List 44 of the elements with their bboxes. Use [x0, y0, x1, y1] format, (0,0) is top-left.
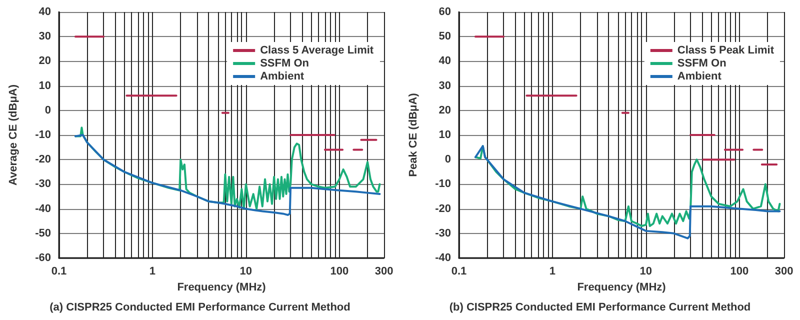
y-axis-title: Average CE (dBμA) [8, 84, 20, 186]
y-tick-label: -20 [35, 154, 51, 166]
legend-label: SSFM On [677, 58, 727, 70]
x-tick-label: 1 [149, 266, 156, 278]
y-tick-label: -20 [435, 202, 451, 215]
y-tick-label: -30 [35, 178, 51, 190]
y-tick-label: 20 [38, 55, 51, 68]
text: (b) CISPR25 Conducted EMI Performance Current Method [449, 302, 751, 314]
y-tick-label: 0 [44, 104, 51, 116]
x-tick-label: 0.1 [451, 266, 467, 278]
y-tick-label: -60 [35, 252, 51, 264]
y-tick-label: 10 [438, 129, 451, 141]
y-axis-title: Peak CE (dBμA) [408, 92, 420, 177]
x-tick-label: 300 [774, 266, 794, 278]
x-axis-title: Frequency (MHz) [577, 282, 666, 294]
legend-label: Ambient [260, 70, 304, 82]
y-tick-label: 50 [438, 30, 451, 43]
text: (a) CISPR25 Conducted EMI Performance Current Method [50, 302, 350, 314]
y-tick-label: 40 [438, 55, 451, 68]
x-tick-label: 10 [640, 266, 652, 278]
y-tick-label: -40 [435, 252, 451, 264]
y-tick-label: -30 [435, 227, 451, 240]
x-axis-title: Frequency (MHz) [177, 282, 266, 294]
x-tick-label: 0.1 [51, 266, 67, 278]
x-tick-label: 300 [374, 266, 394, 278]
legend-label: Ambient [677, 70, 722, 82]
y-tick-label: -10 [435, 178, 451, 190]
x-tick-label: 1 [549, 266, 556, 278]
legend-label: SSFM On [260, 58, 310, 70]
y-tick-label: 20 [438, 104, 451, 116]
y-tick-label: -50 [35, 227, 51, 240]
y-tick-label: 40 [38, 6, 51, 18]
x-tick-label: 100 [330, 266, 349, 278]
y-tick-label: -10 [35, 129, 51, 141]
y-tick-label: 10 [38, 80, 51, 92]
x-tick-label: 10 [240, 266, 252, 278]
y-tick-label: 60 [438, 6, 451, 18]
y-tick-label: -40 [35, 202, 51, 215]
y-tick-label: 30 [38, 30, 51, 43]
y-tick-label: 0 [444, 154, 451, 166]
legend-label: Class 5 Peak Limit [677, 44, 774, 56]
y-tick-label: 30 [438, 80, 451, 92]
legend-label: Class 5 Average Limit [260, 44, 374, 56]
x-tick-label: 100 [730, 266, 749, 278]
